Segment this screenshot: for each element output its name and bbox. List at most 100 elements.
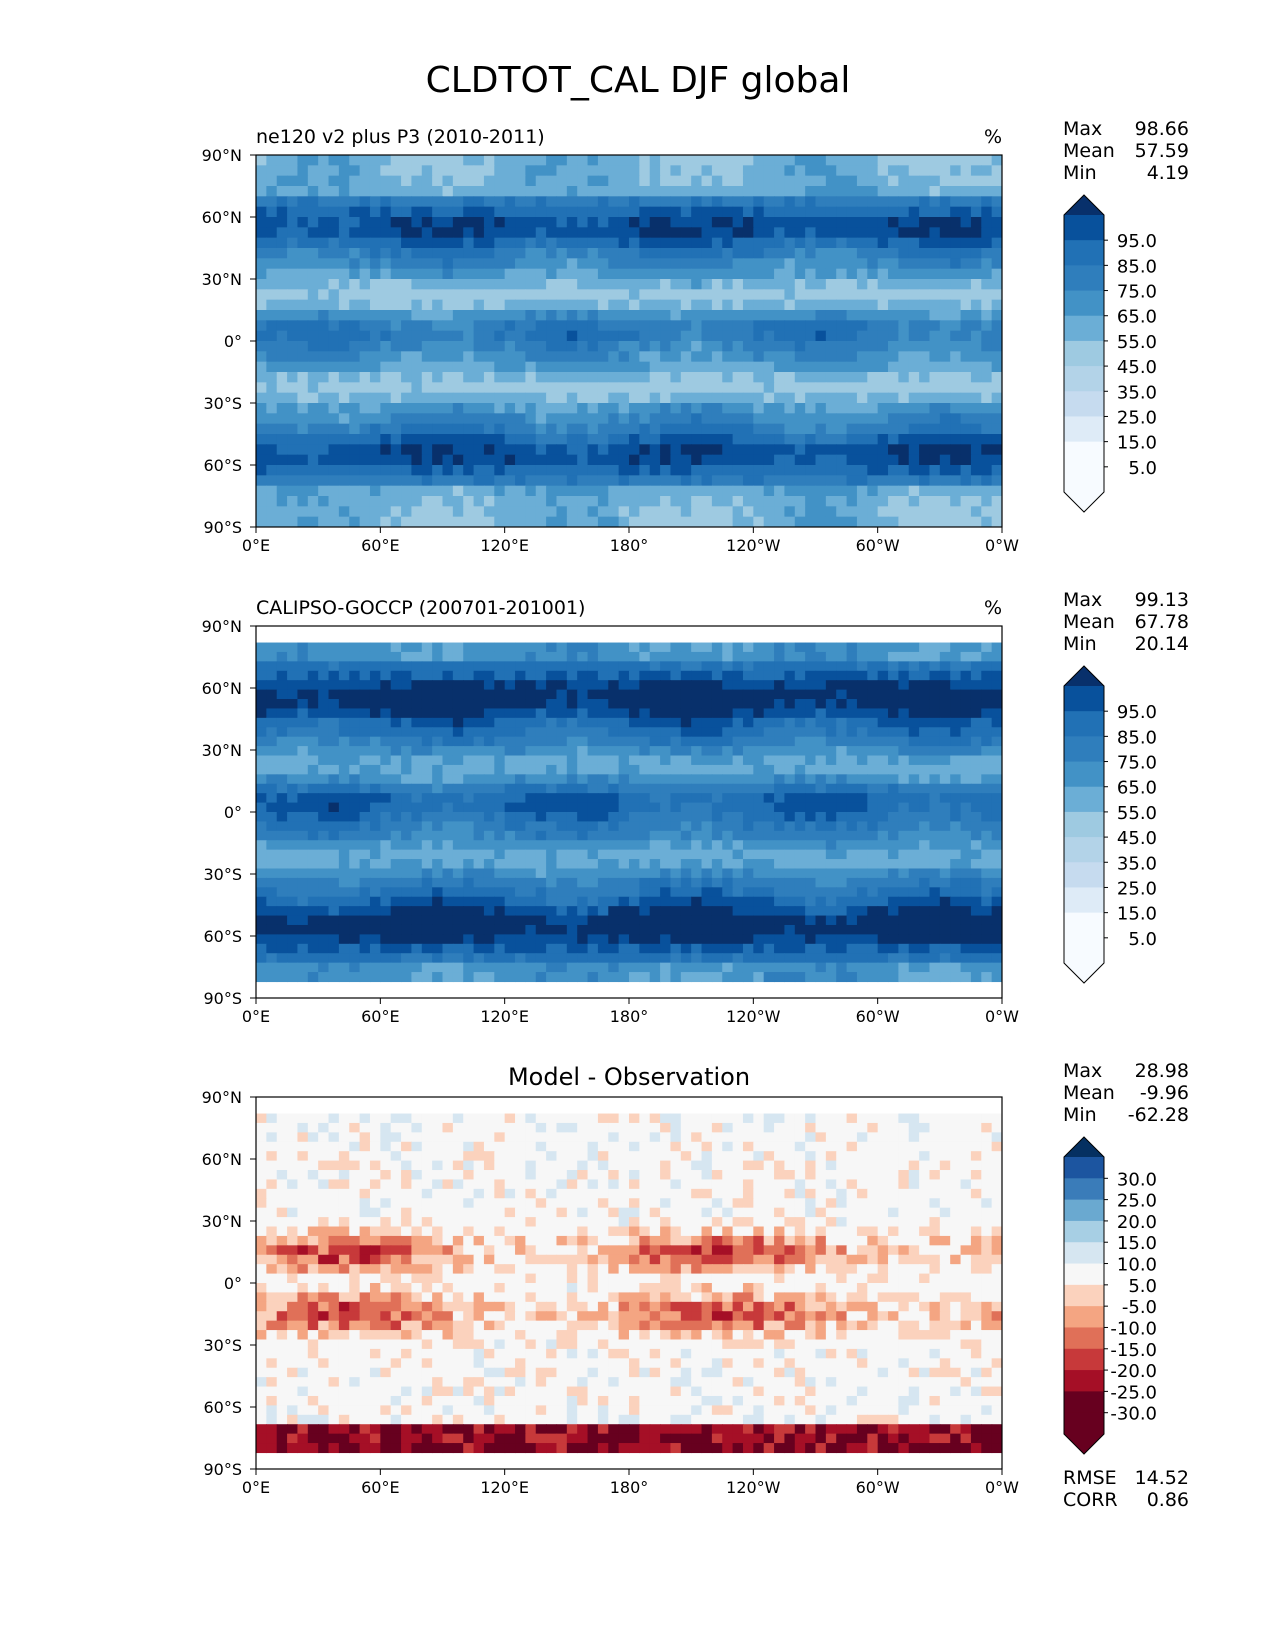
stat-label-min: Min	[1063, 1104, 1097, 1126]
colorbar-bin	[1064, 686, 1104, 712]
figure-title: CLDTOT_CAL DJF global	[426, 60, 851, 101]
stat-label-max: Max	[1063, 589, 1102, 611]
y-tick-label: 60°N	[202, 679, 242, 698]
colorbar-bin	[1064, 1348, 1104, 1371]
colorbar-bin	[1064, 1178, 1104, 1201]
stat-label-max: Max	[1063, 1060, 1102, 1082]
map-field	[256, 642, 1002, 983]
colorbar-bin	[1064, 1263, 1104, 1286]
stat-label-mean: Mean	[1063, 140, 1115, 162]
x-tick-label: 0°W	[985, 536, 1019, 555]
colorbar-label: 15.0	[1117, 904, 1157, 925]
colorbar-bin	[1064, 1284, 1104, 1307]
colorbar-bin	[1064, 887, 1104, 914]
stat-value-max: 28.98	[1135, 1060, 1189, 1082]
x-tick-label: 180°	[610, 1478, 649, 1497]
colorbar-label: -5.0	[1122, 1297, 1157, 1318]
colorbar-label: -15.0	[1110, 1340, 1157, 1361]
y-tick-label: 30°S	[203, 394, 242, 413]
colorbar-label: 25.0	[1117, 407, 1157, 428]
colorbar-outline	[1063, 1136, 1105, 1455]
y-tick-label: 0°	[224, 1274, 242, 1293]
y-tick-label: 60°N	[202, 208, 242, 227]
colorbar-bin	[1064, 466, 1104, 493]
y-tick-label: 90°S	[203, 989, 242, 1008]
colorbar-bin	[1064, 811, 1104, 838]
x-tick-label: 120°W	[726, 1007, 781, 1026]
colorbar-bin	[1064, 1157, 1104, 1179]
y-tick-label: 90°S	[203, 518, 242, 537]
colorbar-bin	[1064, 290, 1104, 317]
colorbar-label: 15.0	[1117, 433, 1157, 454]
colorbar-bin	[1064, 315, 1104, 342]
colorbar-label: 55.0	[1117, 803, 1157, 824]
x-tick-label: 180°	[610, 1007, 649, 1026]
colorbar-label: 75.0	[1117, 282, 1157, 303]
colorbar-label: 65.0	[1117, 778, 1157, 799]
colorbar-extend-max	[1064, 666, 1104, 686]
y-tick-label: 60°S	[203, 927, 242, 946]
colorbar-bin	[1064, 1327, 1104, 1350]
x-tick-label: 0°E	[242, 1478, 270, 1497]
stat-value-max: 98.66	[1135, 118, 1189, 140]
colorbar-bin	[1064, 1306, 1104, 1328]
colorbar-bin	[1064, 1370, 1104, 1392]
colorbar-bin	[1064, 240, 1104, 266]
x-tick-label: 60°W	[856, 1007, 900, 1026]
colorbar-bin	[1064, 340, 1104, 367]
colorbar-label: 35.0	[1117, 853, 1157, 874]
panel-test: ne120 v2 plus P3 (2010-2011) % 0°E 60°E 120°…	[202, 118, 1189, 555]
colorbar-bin	[1064, 1242, 1104, 1265]
y-tick-label: 30°S	[203, 1336, 242, 1355]
colorbar-label: -30.0	[1110, 1404, 1157, 1425]
colorbar-label: -10.0	[1110, 1318, 1157, 1339]
stat-label-rmse: RMSE	[1063, 1467, 1117, 1489]
colorbar-label: 85.0	[1117, 727, 1157, 748]
colorbar-bin	[1064, 215, 1104, 241]
colorbar-label: 65.0	[1117, 307, 1157, 328]
x-tick-label: 0°W	[985, 1478, 1019, 1497]
colorbar-label: 45.0	[1117, 357, 1157, 378]
x-tick-label: 120°E	[480, 536, 529, 555]
colorbar-bin	[1064, 1391, 1104, 1414]
x-tick-label: 0°W	[985, 1007, 1019, 1026]
stat-label-corr: CORR	[1063, 1489, 1118, 1511]
colorbar-label: 10.0	[1117, 1255, 1157, 1276]
colorbar-bin	[1064, 391, 1104, 417]
colorbar-label: 85.0	[1117, 256, 1157, 277]
colorbar-bin	[1064, 937, 1104, 964]
colorbar-label: 20.0	[1117, 1212, 1157, 1233]
colorbar-label: 15.0	[1117, 1233, 1157, 1254]
colorbar-outline	[1063, 194, 1105, 513]
panel-title: Model - Observation	[508, 1063, 750, 1091]
stat-value-max: 99.13	[1135, 589, 1189, 611]
colorbar-label: 25.0	[1117, 878, 1157, 899]
units-label: %	[984, 597, 1002, 619]
x-tick-label: 60°E	[361, 1478, 399, 1497]
x-tick-label: 120°W	[726, 536, 781, 555]
x-tick-label: 60°E	[361, 536, 399, 555]
colorbar-label: 30.0	[1117, 1169, 1157, 1190]
colorbar-label: 75.0	[1117, 753, 1157, 774]
colorbar-bin	[1064, 761, 1104, 788]
colorbar-extend-max	[1064, 195, 1104, 215]
colorbar-bin	[1064, 1220, 1104, 1243]
colorbar-bin	[1064, 366, 1104, 392]
colorbar-extend-max	[1064, 1137, 1104, 1157]
x-tick-label: 60°W	[856, 536, 900, 555]
colorbar-bin	[1064, 736, 1104, 763]
colorbar-extend-min	[1064, 1434, 1104, 1454]
y-tick-label: 90°N	[202, 1088, 242, 1107]
y-tick-label: 60°S	[203, 456, 242, 475]
stat-label-min: Min	[1063, 162, 1097, 184]
panel-difference: Model - Observation 0°E 60°E 120°E 180° 120°W…	[202, 1060, 1189, 1511]
stat-label-max: Max	[1063, 118, 1102, 140]
colorbar-bin	[1064, 265, 1104, 292]
x-tick-label: 120°E	[480, 1007, 529, 1026]
map-field	[256, 155, 1002, 527]
y-tick-label: 30°S	[203, 865, 242, 884]
colorbar-label: 5.0	[1128, 929, 1157, 950]
colorbar-label: 45.0	[1117, 828, 1157, 849]
y-tick-label: 90°N	[202, 146, 242, 165]
colorbar-label: -20.0	[1110, 1361, 1157, 1382]
